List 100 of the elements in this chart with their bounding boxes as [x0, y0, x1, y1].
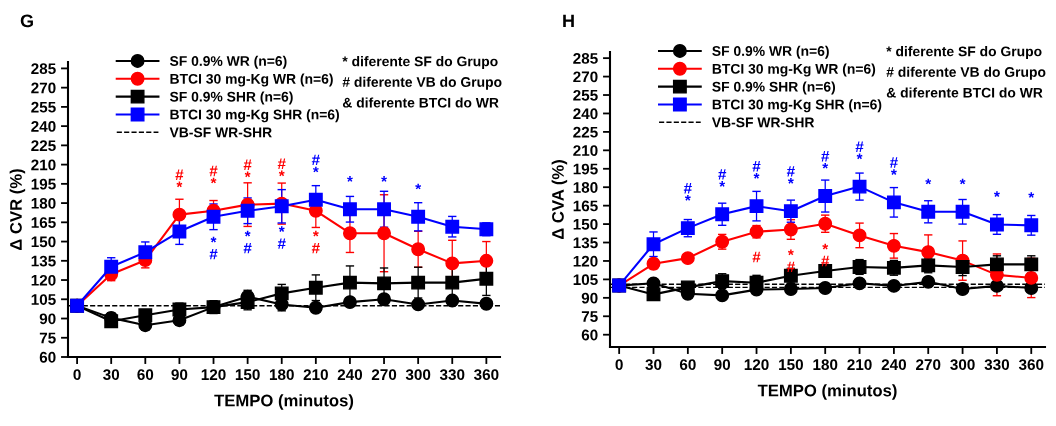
- annotation: *: [925, 178, 932, 185]
- x-tick-label: 240: [337, 369, 363, 381]
- x-tick-label: 60: [137, 369, 154, 381]
- x-tick-label: 0: [73, 369, 81, 381]
- annotation: # *: [175, 169, 184, 188]
- legend-label: SF 0.9% WR (n=6): [169, 55, 287, 69]
- y-tick-label: 60: [581, 329, 598, 341]
- legend-label: BTCI 30 mg-Kg WR (n=6): [712, 63, 876, 77]
- chart-title: H: [563, 14, 574, 28]
- x-axis-title: TEMPO (minutos): [757, 384, 897, 400]
- annotation: # *: [718, 169, 727, 187]
- x-tick-label: 180: [813, 359, 838, 371]
- annotation: # diferente VB do Grupo: [886, 66, 1046, 80]
- y-tick-label: 195: [31, 178, 56, 190]
- legend-label: VB-SF WR-SHR: [711, 117, 815, 128]
- annotation: # *: [786, 166, 795, 184]
- y-tick-label: 150: [31, 236, 56, 248]
- x-tick-label: 0: [615, 359, 623, 371]
- y-tick-label: 285: [573, 53, 598, 64]
- annotation: # *: [821, 151, 830, 169]
- x-tick-label: 30: [645, 359, 662, 371]
- y-tick-label: 225: [573, 126, 598, 138]
- x-tick-label: 330: [984, 359, 1010, 371]
- y-tick-label: 150: [573, 218, 598, 230]
- y-tick-label: 120: [573, 255, 598, 267]
- x-tick-label: 330: [439, 369, 465, 381]
- annotation: * #: [821, 243, 830, 267]
- x-tick-label: 270: [916, 359, 941, 371]
- annotation: *: [415, 183, 422, 190]
- x-tick-label: 60: [679, 359, 696, 371]
- x-tick-label: 300: [405, 369, 431, 381]
- y-tick-label: 180: [573, 182, 598, 193]
- legend-label: SF 0.9% WR (n=6): [712, 45, 829, 59]
- y-tick-label: 210: [31, 159, 56, 171]
- y-tick-label: 135: [573, 237, 598, 249]
- chart-title: G: [20, 14, 33, 28]
- y-tick-label: 90: [581, 292, 598, 304]
- y-tick-label: 255: [573, 89, 598, 101]
- y-tick-label: 225: [31, 140, 56, 152]
- y-tick-label: 255: [31, 101, 56, 113]
- x-axis-title: TEMPO (minutos): [214, 394, 354, 410]
- y-tick-label: 90: [39, 313, 56, 325]
- annotation: *: [381, 176, 387, 182]
- annotation: # *: [209, 165, 218, 184]
- x-tick-label: 180: [269, 369, 294, 381]
- annotation: *: [1028, 192, 1035, 198]
- annotation: * #: [209, 236, 218, 260]
- x-tick-label: 90: [171, 369, 188, 381]
- x-tick-label: 300: [950, 359, 975, 371]
- x-tick-label: 120: [744, 359, 769, 371]
- y-tick-label: 270: [573, 71, 598, 83]
- legend-label: BTCI 30 mg-Kg SHR (n=6): [712, 99, 882, 113]
- annotation: * diferente SF do Grupo: [886, 46, 1042, 60]
- x-tick-label: 240: [881, 359, 907, 371]
- y-tick-label: 75: [39, 332, 56, 344]
- y-tick-label: 240: [573, 108, 598, 120]
- x-tick-label: 360: [473, 369, 499, 381]
- annotation: * diferente SF do Grupo: [342, 56, 498, 70]
- y-tick-label: 120: [31, 274, 56, 286]
- x-tick-label: 360: [1018, 359, 1044, 371]
- x-tick-label: 210: [847, 359, 872, 371]
- annotation: #: [752, 251, 761, 263]
- y-tick-label: 165: [573, 200, 598, 212]
- annotation: # *: [889, 157, 898, 175]
- y-tick-label: 165: [31, 217, 56, 229]
- x-tick-label: 150: [235, 369, 260, 381]
- annotation: # diferente VB do Grupo: [342, 76, 502, 90]
- annotation: *: [347, 176, 353, 182]
- annotation: # *: [243, 159, 252, 178]
- annotation: * #: [243, 230, 252, 254]
- legend-label: BTCI 30 mg-Kg WR (n=6): [170, 73, 333, 87]
- x-tick-label: 120: [201, 369, 226, 381]
- y-tick-label: 105: [573, 274, 598, 286]
- y-axis-title: Δ CVR (%): [9, 169, 26, 250]
- annotation: # *: [683, 183, 692, 201]
- x-tick-label: 210: [303, 369, 328, 381]
- y-axis-title: Δ CVA (%): [551, 160, 568, 240]
- x-tick-label: 270: [371, 369, 397, 381]
- x-tick-label: 30: [103, 369, 120, 381]
- legend-label: SF 0.9% SHR (n=6): [712, 81, 836, 95]
- annotation: # *: [311, 154, 320, 173]
- y-tick-label: 195: [573, 163, 598, 175]
- y-tick-label: 240: [31, 121, 56, 132]
- y-tick-label: 75: [581, 311, 598, 322]
- legend-label: BTCI 30 mg-Kg SHR (n=6): [170, 109, 339, 123]
- y-tick-label: 180: [31, 197, 56, 209]
- y-tick-label: 60: [39, 351, 56, 363]
- annotation: * #: [277, 226, 286, 249]
- legend-label: VB-SF WR-SHR: [169, 127, 272, 138]
- annotation: # *: [277, 158, 286, 177]
- y-tick-label: 105: [31, 294, 56, 305]
- y-tick-label: 210: [573, 145, 598, 157]
- annotation: *: [959, 178, 966, 185]
- annotation: * #: [311, 230, 320, 254]
- x-tick-label: 150: [779, 359, 803, 371]
- annotation: # *: [855, 141, 864, 160]
- annotation: # *: [752, 161, 761, 179]
- annotation: & diferente BTCI do WR: [886, 87, 1043, 98]
- legend-label: SF 0.9% SHR (n=6): [169, 91, 293, 105]
- y-tick-label: 270: [31, 82, 56, 94]
